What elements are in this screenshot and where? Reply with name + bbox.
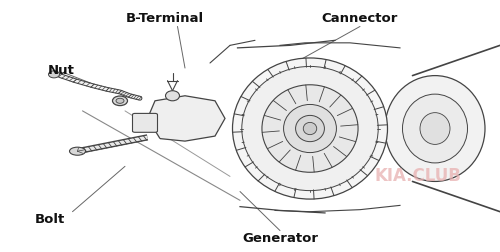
Ellipse shape bbox=[296, 115, 324, 142]
Ellipse shape bbox=[242, 67, 378, 191]
Ellipse shape bbox=[402, 94, 468, 163]
Ellipse shape bbox=[232, 58, 388, 199]
Text: Cannector: Cannector bbox=[322, 12, 398, 25]
Ellipse shape bbox=[284, 105, 337, 152]
Text: Nut: Nut bbox=[48, 64, 74, 77]
PathPatch shape bbox=[148, 96, 225, 141]
Text: KIA.CLUB: KIA.CLUB bbox=[374, 167, 461, 185]
Ellipse shape bbox=[304, 122, 316, 135]
Text: B-Terminal: B-Terminal bbox=[126, 12, 204, 25]
Ellipse shape bbox=[420, 113, 450, 144]
Ellipse shape bbox=[385, 76, 485, 181]
Ellipse shape bbox=[48, 71, 60, 78]
Ellipse shape bbox=[262, 85, 358, 172]
FancyBboxPatch shape bbox=[132, 113, 158, 132]
Ellipse shape bbox=[70, 147, 86, 155]
Ellipse shape bbox=[112, 96, 128, 106]
Ellipse shape bbox=[116, 98, 124, 103]
Text: Bolt: Bolt bbox=[35, 213, 65, 226]
Text: Generator: Generator bbox=[242, 232, 318, 245]
Ellipse shape bbox=[166, 91, 179, 101]
